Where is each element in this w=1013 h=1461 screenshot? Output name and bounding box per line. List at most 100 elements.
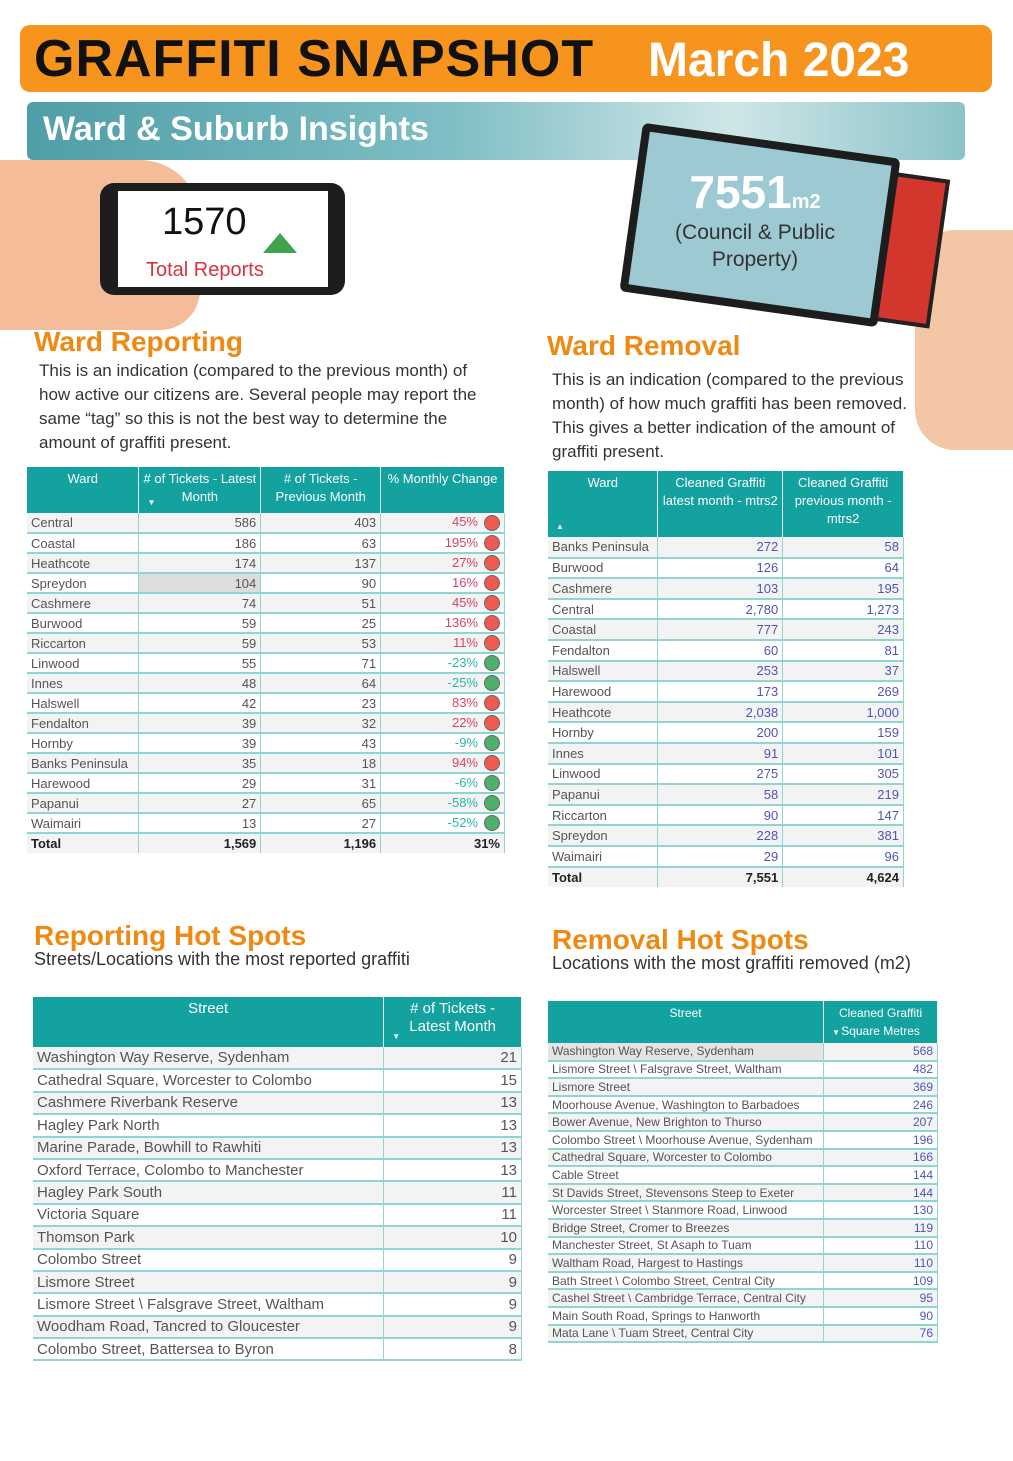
column-header[interactable]: # of Tickets - Latest Month ▼: [383, 997, 522, 1047]
row-value: 381: [782, 825, 904, 847]
removal-card: 7551m2 (Council & Public Property): [640, 165, 870, 273]
row-value: 9: [383, 1270, 522, 1295]
row-label: Innes: [548, 742, 659, 765]
column-header[interactable]: Street: [33, 997, 385, 1047]
row-value: 83%: [380, 693, 505, 714]
table-row: Coastal 777 243: [548, 619, 904, 641]
row-label: Lismore Street: [33, 1270, 385, 1295]
table-row: Banks Peninsula 272 58: [548, 537, 904, 559]
column-header[interactable]: Ward: [27, 467, 140, 513]
sort-descending-icon[interactable]: ▼: [392, 1032, 401, 1041]
table-row: Heathcote 2,038 1,000: [548, 701, 904, 724]
percent-change: -23%: [447, 654, 478, 670]
table-row: Cashmere 103 195: [548, 578, 904, 600]
table-row: Papanui 58 219: [548, 784, 904, 806]
column-header[interactable]: Cleaned Graffiti latest month - mtrs2: [657, 471, 784, 537]
row-value: 101: [782, 742, 904, 765]
row-value: 23: [260, 693, 382, 714]
row-value: 228: [657, 825, 784, 847]
sort-ascending-icon[interactable]: ▲: [556, 522, 564, 531]
row-value: 39: [138, 733, 262, 754]
percent-change: 195%: [444, 534, 478, 550]
header-row: Street Cleaned Graffiti Square Metres ▼: [548, 1001, 938, 1043]
table-row: Heathcote 174 137 27%: [27, 553, 505, 574]
row-value: 9: [383, 1315, 522, 1340]
table-row: Banks Peninsula 35 18 94%: [27, 753, 505, 774]
row-value: 64: [782, 557, 904, 580]
row-label: Bath Street \ Colombo Street, Central Ci…: [548, 1271, 825, 1291]
table-row: Fendalton 39 32 22%: [27, 713, 505, 734]
row-value: 35: [138, 753, 262, 774]
table-row: Mata Lane \ Tuam Street, Central City 76: [548, 1324, 938, 1344]
percent-change: 136%: [444, 614, 478, 630]
table-row: Woodham Road, Tancred to Gloucester 9: [33, 1315, 522, 1340]
increase-indicator-icon: [484, 715, 500, 732]
row-value: 1,273: [782, 598, 904, 621]
row-value: 119: [823, 1218, 938, 1238]
increase-indicator-icon: [484, 555, 500, 572]
row-label: Cashmere Riverbank Reserve: [33, 1091, 385, 1116]
table-row: Washington Way Reserve, Sydenham 21: [33, 1047, 522, 1071]
table-row: Harewood 173 269: [548, 681, 904, 703]
row-label: Hornby: [27, 733, 140, 754]
decrease-indicator-icon: [484, 795, 500, 812]
total-value: 1,569: [138, 833, 262, 853]
decrease-indicator-icon: [484, 735, 500, 752]
total-label: Total: [27, 833, 140, 853]
table-row: Hagley Park South 11: [33, 1181, 522, 1205]
row-value: 130: [823, 1201, 938, 1220]
row-label: Oxford Terrace, Colombo to Manchester: [33, 1158, 385, 1183]
table-row: Colombo Street \ Moorhouse Avenue, Syden…: [548, 1130, 938, 1150]
row-label: Cashmere: [27, 593, 140, 614]
table-row: Linwood 275 305: [548, 763, 904, 786]
row-value: 58: [657, 784, 784, 806]
column-header[interactable]: Cleaned Graffiti previous month - mtrs2: [782, 471, 904, 537]
column-header[interactable]: Street: [548, 1001, 825, 1043]
table-row: Innes 91 101: [548, 742, 904, 765]
table-row: Cathedral Square, Worcester to Colombo 15: [33, 1069, 522, 1093]
row-label: Fendalton: [27, 713, 140, 734]
percent-change: 27%: [451, 554, 478, 570]
table-row: Cashel Street \ Cambridge Terrace, Centr…: [548, 1289, 938, 1308]
trend-up-icon: [263, 233, 297, 253]
row-value: -6%: [380, 773, 505, 794]
total-row: Total 1,569 1,196 31%: [27, 833, 505, 853]
row-value: 11: [383, 1203, 522, 1228]
table-row: Hornby 39 43 -9%: [27, 733, 505, 754]
row-value: 159: [782, 722, 904, 744]
row-label: Lismore Street: [548, 1078, 825, 1097]
row-value: 2,038: [657, 701, 784, 724]
column-header[interactable]: Cleaned Graffiti Square Metres ▼: [823, 1001, 938, 1043]
page-title: GRAFFITI SNAPSHOT: [34, 30, 595, 88]
row-value: 195: [782, 578, 904, 600]
increase-indicator-icon: [484, 575, 500, 592]
ward-removal-description: This is an indication (compared to the p…: [552, 370, 907, 461]
total-value: 4,624: [782, 866, 904, 888]
row-value: 16%: [380, 573, 505, 594]
row-label: Bridge Street, Cromer to Breezes: [548, 1218, 825, 1238]
percent-change: 45%: [451, 514, 478, 530]
row-label: Coastal: [27, 533, 140, 554]
column-header[interactable]: % Monthly Change: [380, 467, 505, 513]
subtitle-banner: Ward & Suburb Insights: [27, 102, 965, 160]
sort-descending-icon[interactable]: ▼: [147, 498, 156, 507]
table-row: Lismore Street \ Falsgrave Street, Walth…: [548, 1060, 938, 1080]
row-value: 58: [782, 537, 904, 559]
row-label: Harewood: [548, 681, 659, 703]
increase-indicator-icon: [484, 635, 500, 652]
sort-descending-icon[interactable]: ▼: [832, 1028, 841, 1037]
row-value: 65: [260, 793, 382, 814]
row-label: Worcester Street \ Stanmore Road, Linwoo…: [548, 1201, 825, 1220]
header-row: Street # of Tickets - Latest Month ▼: [33, 997, 522, 1047]
table-row: Central 586 403 45%: [27, 513, 505, 534]
column-header[interactable]: Ward ▲: [548, 471, 659, 537]
column-header[interactable]: # of Tickets - Previous Month: [260, 467, 382, 513]
row-value: 81: [782, 639, 904, 662]
row-value: 74: [138, 593, 262, 614]
row-value: 32: [260, 713, 382, 734]
column-header[interactable]: # of Tickets - Latest Month ▼: [138, 467, 262, 513]
row-label: Waimairi: [548, 845, 659, 868]
row-value: -23%: [380, 653, 505, 674]
row-value: 22%: [380, 713, 505, 734]
row-label: Lismore Street \ Falsgrave Street, Walth…: [33, 1293, 385, 1317]
